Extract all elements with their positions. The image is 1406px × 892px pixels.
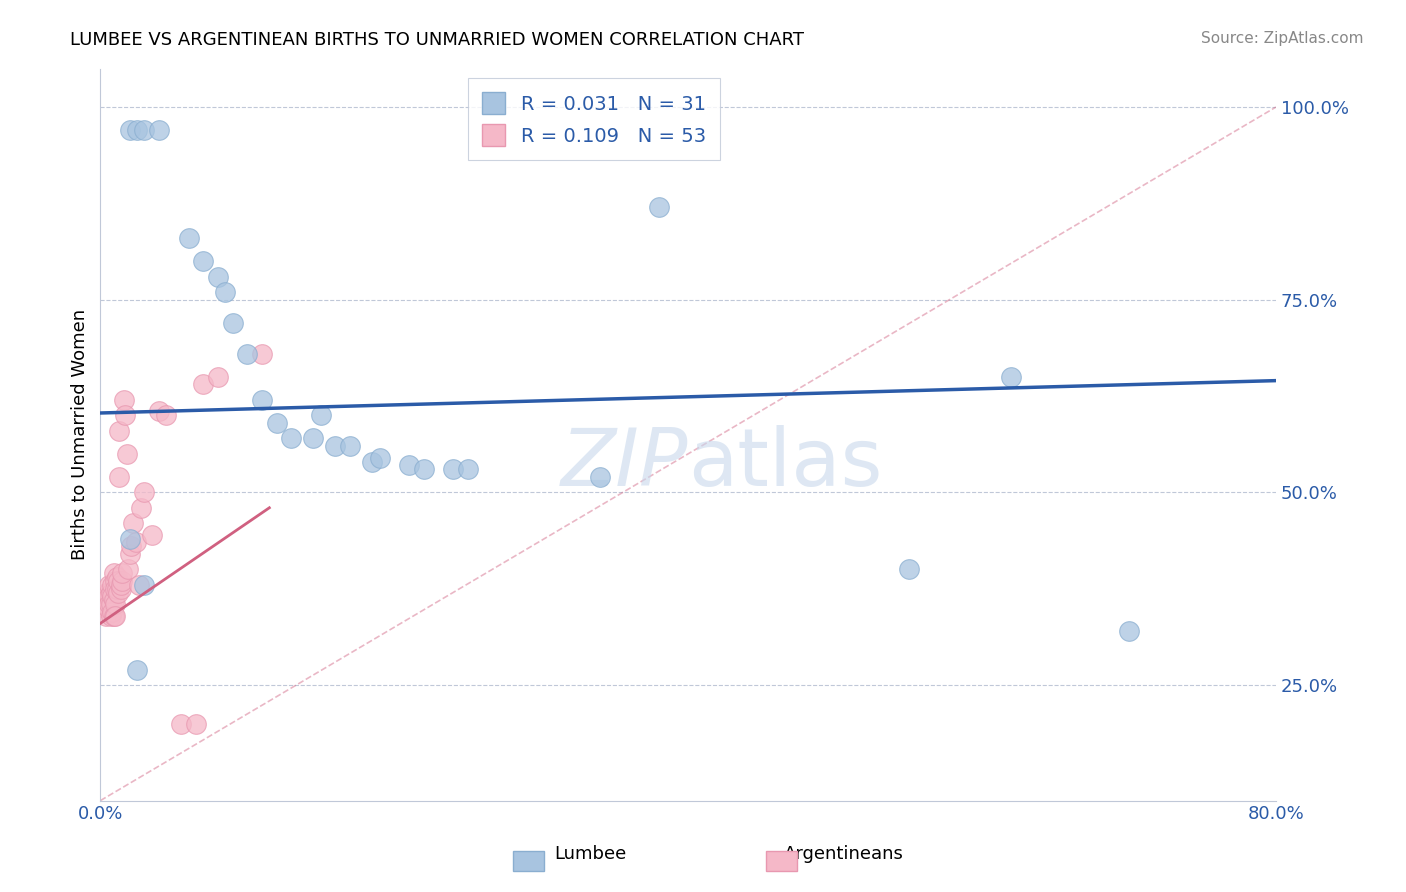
Point <box>207 369 229 384</box>
Point <box>1118 624 1140 638</box>
Point <box>103 608 125 623</box>
Point <box>117 562 139 576</box>
Point <box>104 597 127 611</box>
Point <box>266 416 288 430</box>
Point <box>103 593 125 607</box>
Point <box>141 527 163 541</box>
Point <box>103 566 125 581</box>
Point <box>214 285 236 299</box>
Point <box>155 409 177 423</box>
Point <box>398 458 420 473</box>
Point <box>118 123 141 137</box>
Point <box>110 578 132 592</box>
Text: atlas: atlas <box>688 425 883 503</box>
Point <box>105 570 128 584</box>
Point <box>1000 369 1022 384</box>
Point <box>101 605 124 619</box>
Point <box>134 485 156 500</box>
Point <box>148 404 170 418</box>
Point <box>100 585 122 599</box>
Point <box>124 535 146 549</box>
Point <box>131 500 153 515</box>
Point <box>368 450 391 465</box>
Point <box>98 578 121 592</box>
Point <box>170 716 193 731</box>
Point <box>108 470 131 484</box>
Point <box>96 608 118 623</box>
Point <box>236 346 259 360</box>
Text: LUMBEE VS ARGENTINEAN BIRTHS TO UNMARRIED WOMEN CORRELATION CHART: LUMBEE VS ARGENTINEAN BIRTHS TO UNMARRIE… <box>70 31 804 49</box>
Point <box>361 454 384 468</box>
Point <box>412 462 434 476</box>
Point <box>107 585 129 599</box>
Point <box>96 597 118 611</box>
Point <box>121 516 143 531</box>
Point <box>221 316 243 330</box>
Point <box>302 432 325 446</box>
Text: Argentineans: Argentineans <box>783 846 904 863</box>
Point <box>114 409 136 423</box>
Point <box>250 392 273 407</box>
Point <box>325 439 347 453</box>
Point <box>648 200 671 214</box>
Point <box>148 123 170 137</box>
Point <box>457 462 479 476</box>
Point <box>120 539 142 553</box>
Point <box>104 574 127 588</box>
Point <box>97 601 120 615</box>
Point <box>112 392 135 407</box>
Legend: R = 0.031   N = 31, R = 0.109   N = 53: R = 0.031 N = 31, R = 0.109 N = 53 <box>468 78 720 160</box>
Point <box>111 566 134 581</box>
Point <box>101 578 124 592</box>
Point <box>118 547 141 561</box>
Point <box>94 593 117 607</box>
Point <box>128 578 150 592</box>
Y-axis label: Births to Unmarried Women: Births to Unmarried Women <box>72 309 89 560</box>
Point <box>98 590 121 604</box>
Point <box>100 597 122 611</box>
Point <box>104 608 127 623</box>
Text: Source: ZipAtlas.com: Source: ZipAtlas.com <box>1201 31 1364 46</box>
Point <box>115 447 138 461</box>
Point <box>127 663 149 677</box>
Point <box>897 562 920 576</box>
Point <box>111 574 134 588</box>
Point <box>97 593 120 607</box>
Point <box>441 462 464 476</box>
Point <box>127 123 149 137</box>
Point <box>250 346 273 360</box>
Point <box>110 582 132 596</box>
Point <box>177 231 200 245</box>
Point <box>104 582 127 596</box>
Point <box>184 716 207 731</box>
Point <box>100 608 122 623</box>
Point <box>339 439 361 453</box>
Point <box>118 532 141 546</box>
Point <box>108 424 131 438</box>
Point <box>193 254 215 268</box>
Point <box>107 574 129 588</box>
Point <box>96 585 118 599</box>
Point <box>98 597 121 611</box>
Point <box>280 432 302 446</box>
Point <box>94 601 117 615</box>
Point <box>589 470 612 484</box>
Point <box>101 590 124 604</box>
Point <box>134 578 156 592</box>
Point <box>207 269 229 284</box>
Point <box>105 582 128 596</box>
Point <box>97 585 120 599</box>
Point <box>309 409 332 423</box>
Text: ZIP: ZIP <box>561 425 688 503</box>
Text: Lumbee: Lumbee <box>554 846 627 863</box>
Point <box>193 377 215 392</box>
Point <box>134 123 156 137</box>
